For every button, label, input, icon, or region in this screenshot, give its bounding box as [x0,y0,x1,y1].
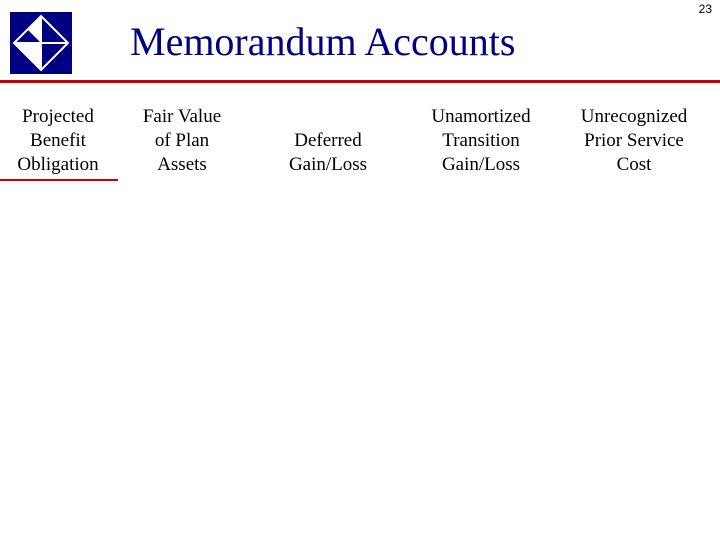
column-header-fair-value: Fair Value of Plan Assets [126,105,238,176]
column-line [274,105,382,129]
column-header-pbo: Projected Benefit Obligation [4,105,112,176]
column-line: Fair Value [126,105,238,129]
column-line: Unamortized [412,105,550,129]
page-title: Memorandum Accounts [130,18,516,65]
column-line: Prior Service [564,129,704,153]
page-number: 23 [699,2,712,16]
header-row: Memorandum Accounts [0,0,720,74]
column-line: Cost [564,153,704,177]
column-line: Obligation [4,153,112,177]
column-line: Benefit [4,129,112,153]
column-header-deferred: Deferred Gain/Loss [274,105,382,176]
column-line: of Plan [126,129,238,153]
column-line: Transition [412,129,550,153]
column-underline [0,179,118,181]
title-underline [0,80,720,83]
columns-row: Projected Benefit Obligation Fair Value … [0,105,720,176]
column-header-unrecognized: Unrecognized Prior Service Cost [564,105,704,176]
column-line: Unrecognized [564,105,704,129]
column-line: Gain/Loss [412,153,550,177]
column-line: Assets [126,153,238,177]
column-header-unamortized: Unamortized Transition Gain/Loss [412,105,550,176]
column-line: Deferred [274,129,382,153]
column-line: Gain/Loss [274,153,382,177]
logo-icon [10,12,72,74]
column-line: Projected [4,105,112,129]
